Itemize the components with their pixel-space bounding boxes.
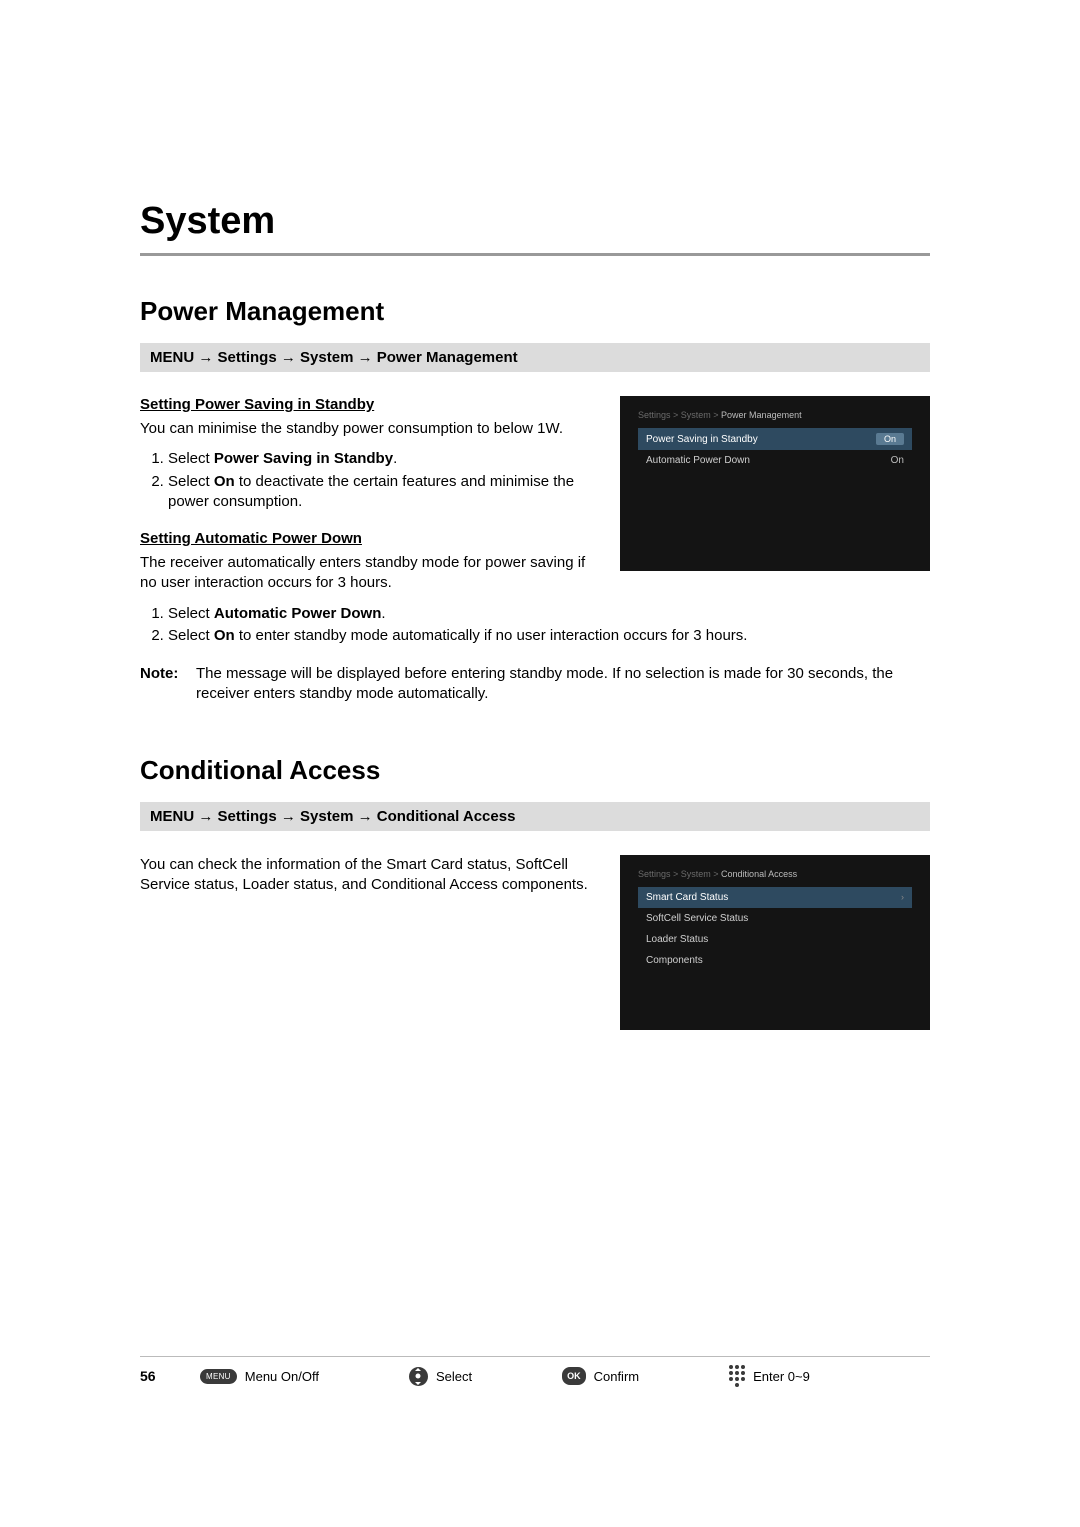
section-title-power-management: Power Management	[140, 296, 930, 327]
device-screenshot-conditional-access: Settings > System > Conditional Access S…	[620, 855, 930, 1030]
legend-label: Menu On/Off	[245, 1369, 319, 1384]
legend-label: Confirm	[594, 1369, 640, 1384]
subheading-auto-power-down: Setting Automatic Power Down	[140, 530, 600, 547]
steps-list: Select Automatic Power Down. Select On t…	[140, 604, 930, 647]
conditional-access-body: You can check the information of the Sma…	[140, 855, 930, 1030]
step-item: Select Power Saving in Standby.	[168, 449, 600, 469]
menu-row-power-saving: Power Saving in Standby On	[638, 428, 912, 450]
paragraph: The receiver automatically enters standb…	[140, 553, 600, 594]
chevron-right-icon: ›	[901, 892, 904, 902]
power-management-body: Setting Power Saving in Standby You can …	[140, 396, 930, 604]
steps-list: Select Power Saving in Standby. Select O…	[140, 449, 600, 512]
divider	[140, 253, 930, 256]
step-text: Select	[168, 627, 214, 644]
note-body: The message will be displayed before ent…	[196, 664, 930, 705]
menu-button-icon: MENU	[200, 1369, 237, 1384]
screenshot-column: Settings > System > Conditional Access S…	[620, 855, 930, 1030]
legend-ok: OK Confirm	[562, 1367, 639, 1385]
text-column: Setting Power Saving in Standby You can …	[140, 396, 600, 604]
divider	[140, 1356, 930, 1357]
legend-numpad: Enter 0~9	[729, 1365, 810, 1387]
menu-row-label: Automatic Power Down	[646, 455, 750, 466]
menu-row-softcell: SoftCell Service Status	[638, 908, 912, 929]
note-label: Note:	[140, 664, 196, 705]
menu-row-label: Smart Card Status	[646, 892, 728, 903]
screenshot-column: Settings > System > Power Management Pow…	[620, 396, 930, 571]
step-text: to enter standby mode automatically if n…	[235, 627, 748, 644]
paragraph: You can check the information of the Sma…	[140, 855, 600, 896]
path-part: Conditional Access	[377, 808, 516, 825]
path-part: Power Management	[377, 349, 518, 366]
numpad-icon	[729, 1365, 745, 1387]
screenshot-breadcrumb: Settings > System > Power Management	[638, 410, 912, 420]
path-part: Settings	[218, 808, 277, 825]
legend-label: Enter 0~9	[753, 1369, 810, 1384]
menu-row-auto-power-down: Automatic Power Down On	[638, 450, 912, 471]
path-prefix: MENU	[150, 808, 194, 825]
arrow-icon: →	[358, 808, 373, 825]
path-part: System	[300, 349, 353, 366]
manual-page: System Power Management MENU → Settings …	[0, 0, 1080, 1527]
arrow-icon: →	[281, 349, 296, 366]
menu-row-value: On	[891, 455, 904, 466]
legend-select: Select	[409, 1367, 472, 1386]
menu-row-label: SoftCell Service Status	[646, 913, 748, 924]
step-text: Select	[168, 605, 214, 622]
subheading-power-saving: Setting Power Saving in Standby	[140, 396, 600, 413]
text-column: You can check the information of the Sma…	[140, 855, 600, 906]
step-text: Select	[168, 473, 214, 490]
menu-row-components: Components	[638, 950, 912, 971]
page-footer: 56 MENU Menu On/Off Select OK Confirm	[140, 1356, 930, 1387]
path-part: System	[300, 808, 353, 825]
note: Note: The message will be displayed befo…	[140, 664, 930, 705]
page-number: 56	[140, 1368, 200, 1384]
step-bold: Power Saving in Standby	[214, 450, 393, 467]
arrow-icon: →	[281, 808, 296, 825]
device-screenshot-power-management: Settings > System > Power Management Pow…	[620, 396, 930, 571]
dpad-icon	[409, 1367, 428, 1386]
arrow-icon: →	[198, 349, 213, 366]
arrow-icon: →	[358, 349, 373, 366]
crumb-pre: Settings > System >	[638, 869, 721, 879]
crumb-last: Conditional Access	[721, 869, 797, 879]
path-prefix: MENU	[150, 349, 194, 366]
arrow-icon: →	[198, 808, 213, 825]
step-text: .	[381, 605, 385, 622]
crumb-last: Power Management	[721, 410, 802, 420]
step-item: Select Automatic Power Down.	[168, 604, 930, 624]
section-title-conditional-access: Conditional Access	[140, 755, 930, 786]
menu-row-label: Loader Status	[646, 934, 708, 945]
ok-button-icon: OK	[562, 1367, 586, 1385]
step-item: Select On to deactivate the certain feat…	[168, 472, 600, 513]
menu-row-loader: Loader Status	[638, 929, 912, 950]
step-item: Select On to enter standby mode automati…	[168, 626, 930, 646]
crumb-pre: Settings > System >	[638, 410, 721, 420]
menu-row-label: Power Saving in Standby	[646, 434, 758, 445]
paragraph: You can minimise the standby power consu…	[140, 419, 600, 439]
chapter-title: System	[140, 200, 930, 243]
footer-row: 56 MENU Menu On/Off Select OK Confirm	[140, 1365, 930, 1387]
legend-menu: MENU Menu On/Off	[200, 1369, 319, 1384]
step-bold: On	[214, 473, 235, 490]
step-text: .	[393, 450, 397, 467]
step-text: Select	[168, 450, 214, 467]
menu-row-smart-card: Smart Card Status ›	[638, 887, 912, 908]
menu-row-value: On	[876, 433, 904, 445]
step-bold: Automatic Power Down	[214, 605, 382, 622]
screenshot-breadcrumb: Settings > System > Conditional Access	[638, 869, 912, 879]
path-part: Settings	[218, 349, 277, 366]
legend-label: Select	[436, 1369, 472, 1384]
nav-path-conditional-access: MENU → Settings → System → Conditional A…	[140, 802, 930, 831]
menu-row-label: Components	[646, 955, 703, 966]
nav-path-power-management: MENU → Settings → System → Power Managem…	[140, 343, 930, 372]
step-bold: On	[214, 627, 235, 644]
